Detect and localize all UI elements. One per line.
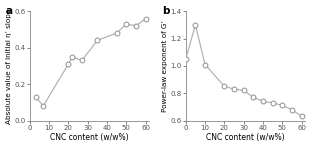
- Y-axis label: Power-law exponent of G’: Power-law exponent of G’: [162, 20, 168, 112]
- Text: b: b: [162, 6, 169, 16]
- Y-axis label: Absolute value of initial η’ slope: Absolute value of initial η’ slope: [6, 8, 12, 124]
- X-axis label: CNC content (w/w%): CNC content (w/w%): [50, 133, 129, 142]
- X-axis label: CNC content (w/w%): CNC content (w/w%): [206, 133, 285, 142]
- Text: a: a: [6, 6, 13, 16]
